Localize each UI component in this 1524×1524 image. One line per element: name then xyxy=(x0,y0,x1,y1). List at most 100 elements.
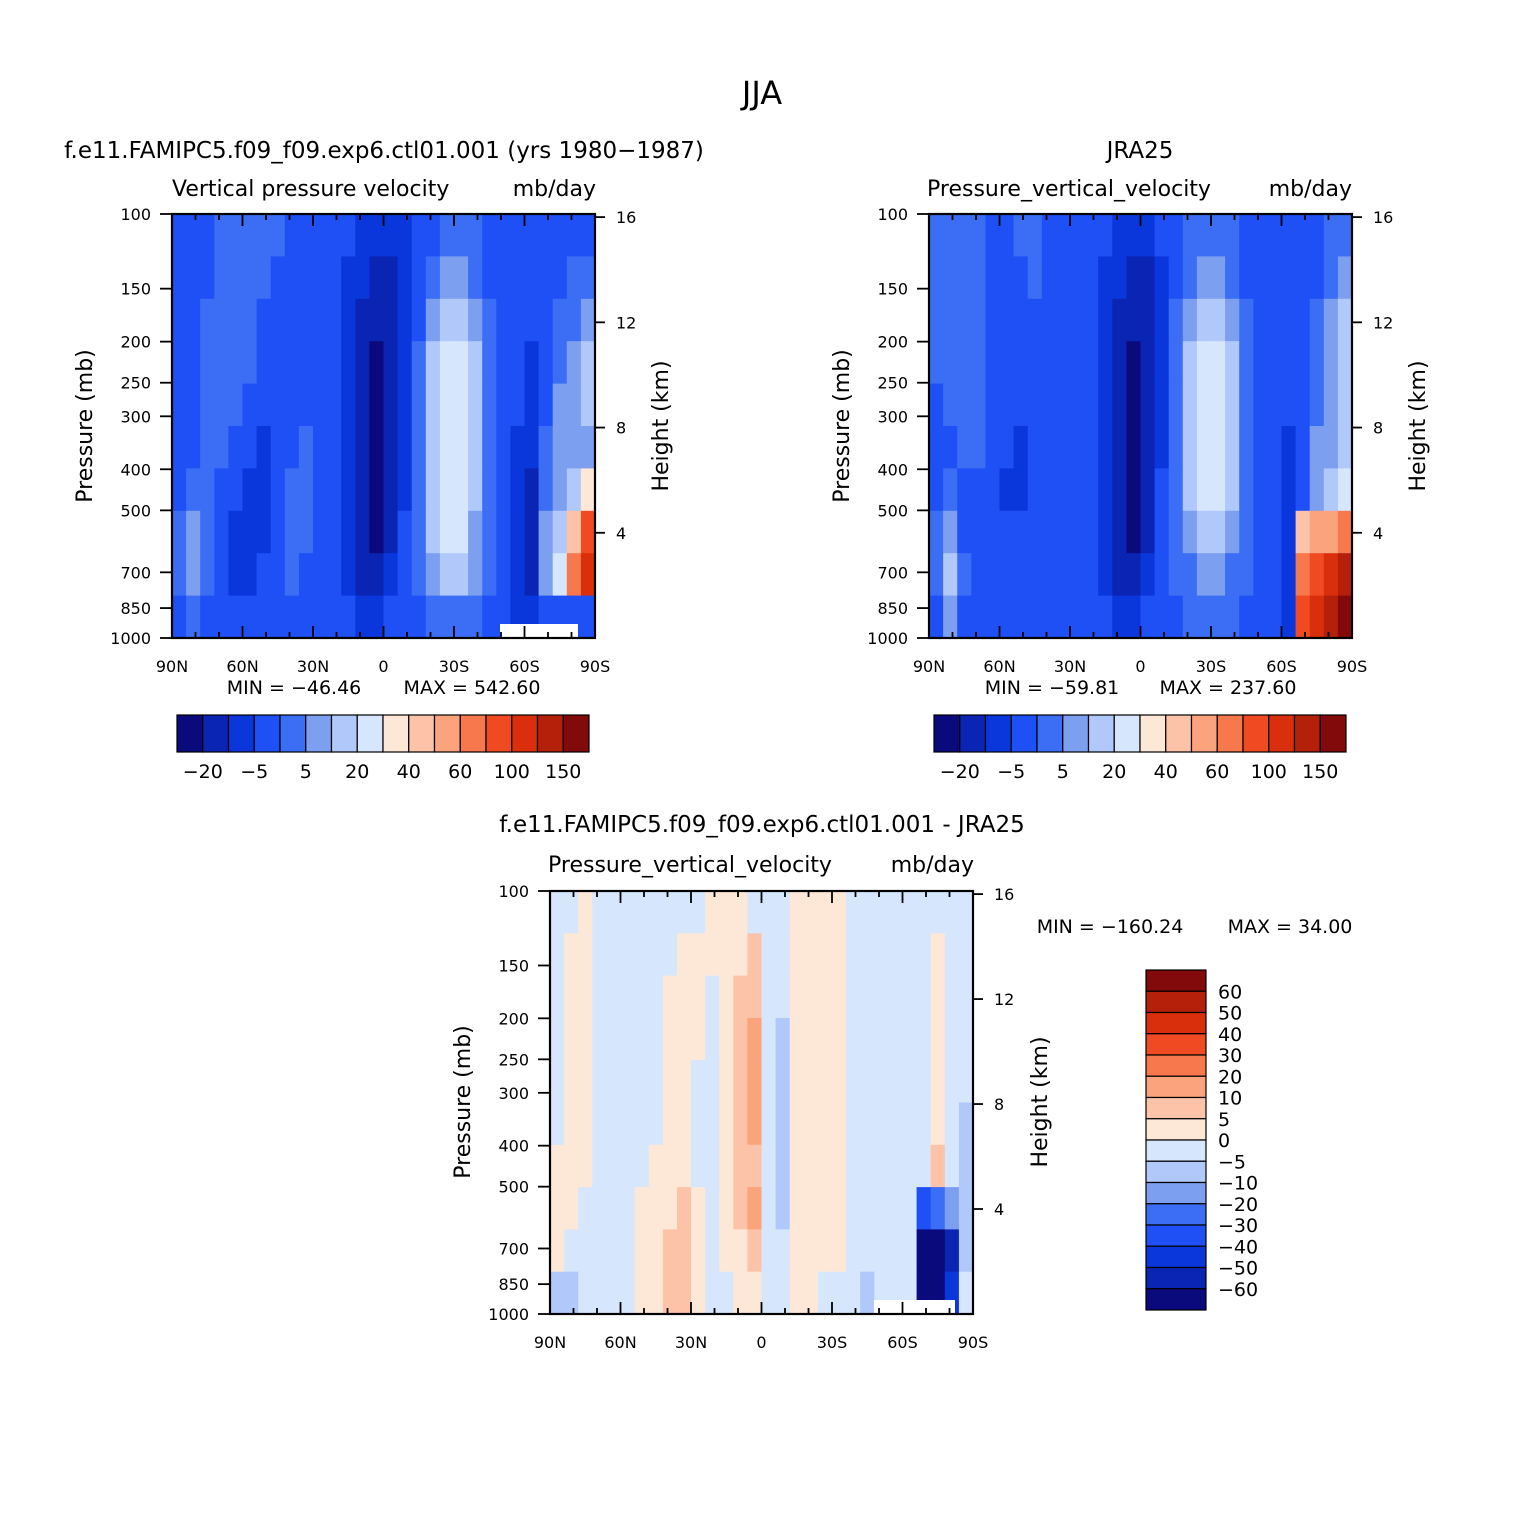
heat-cell xyxy=(355,510,370,554)
heat-cell xyxy=(270,298,286,342)
y-tick-label: 850 xyxy=(498,1275,529,1294)
heat-cell xyxy=(1295,553,1311,597)
heat-cell xyxy=(439,426,455,469)
heat-cell xyxy=(775,975,791,1019)
heat-cell xyxy=(592,891,607,934)
heat-cell xyxy=(1098,595,1113,639)
heat-cell xyxy=(676,975,692,1019)
colorbar-swatch xyxy=(382,714,410,753)
heat-cell xyxy=(957,341,972,385)
y-tick-label: 100 xyxy=(498,882,529,901)
colorbar-label: −20 xyxy=(1218,1194,1258,1216)
heat-cell xyxy=(860,975,875,1019)
heat-cell xyxy=(958,1271,974,1315)
heat-cell xyxy=(1084,298,1099,342)
heat-cell xyxy=(943,383,958,427)
heat-cell xyxy=(803,1060,819,1104)
heat-cell xyxy=(719,975,734,1019)
heat-cell xyxy=(482,468,497,512)
heat-cell xyxy=(1070,553,1085,597)
colorbar-swatch xyxy=(1145,1118,1207,1141)
heat-cell xyxy=(454,510,469,554)
heat-cell xyxy=(566,553,582,597)
heat-cell xyxy=(284,298,300,342)
heat-cell xyxy=(606,1229,622,1273)
heat-cell xyxy=(789,1229,805,1273)
missing-data-region xyxy=(500,624,578,638)
y2-tick-label: 16 xyxy=(1373,208,1393,227)
heat-cell xyxy=(761,975,777,1019)
heat-cell xyxy=(313,298,328,342)
heat-cell xyxy=(482,341,497,385)
heat-cell xyxy=(860,933,875,977)
heat-cell xyxy=(817,1271,833,1315)
heat-cell xyxy=(242,214,258,257)
heat-cell xyxy=(214,468,229,512)
heat-cell xyxy=(1182,341,1198,385)
x-tick-label: 90S xyxy=(958,1333,989,1352)
heat-cell xyxy=(580,553,596,597)
heat-cell xyxy=(200,510,215,554)
heat-cell xyxy=(958,975,974,1019)
heat-cell xyxy=(1225,298,1240,342)
heat-cell xyxy=(1154,256,1170,300)
heat-cell xyxy=(1027,341,1043,385)
heat-cell xyxy=(580,510,596,554)
heat-cell xyxy=(888,975,904,1019)
heat-cell xyxy=(832,1144,847,1188)
heat-cell xyxy=(228,298,244,342)
heat-cell xyxy=(832,1187,847,1230)
heat-cell xyxy=(846,1102,861,1146)
heat-cell xyxy=(874,975,889,1019)
heat-cell xyxy=(662,1229,678,1273)
heat-cell xyxy=(592,1229,607,1273)
heat-cell xyxy=(775,891,791,934)
heat-cell xyxy=(550,1060,565,1104)
heat-cell xyxy=(971,341,986,385)
panel-title: f.e11.FAMIPC5.f09_f09.exp6.ctl01.001 (yr… xyxy=(64,138,704,164)
colorbar-swatch xyxy=(202,714,230,753)
heat-cell xyxy=(564,1017,579,1061)
x-tick-label: 90S xyxy=(1337,657,1368,676)
heat-cell xyxy=(1126,510,1142,554)
heat-cell xyxy=(1126,214,1142,257)
heat-cell xyxy=(1070,214,1085,257)
heat-cell xyxy=(552,256,568,300)
heat-cell xyxy=(1337,298,1353,342)
heat-cell xyxy=(355,214,370,257)
heat-cell xyxy=(691,933,706,977)
heat-cell xyxy=(634,975,650,1019)
heat-cell xyxy=(369,468,385,512)
heat-cell xyxy=(510,214,526,257)
heat-cell xyxy=(1225,595,1240,639)
heat-cell xyxy=(888,891,904,934)
heat-cell xyxy=(719,1187,734,1230)
heat-cell xyxy=(606,1187,622,1230)
heat-cell xyxy=(341,298,356,342)
heat-cell xyxy=(580,298,596,342)
colorbar-label: 150 xyxy=(545,761,581,783)
heat-cell xyxy=(411,553,427,597)
heat-cell xyxy=(957,595,972,639)
heat-cell xyxy=(1013,341,1029,385)
heat-cell xyxy=(510,298,526,342)
heat-cell xyxy=(397,256,413,300)
heat-cell xyxy=(578,1229,593,1273)
heat-cell xyxy=(1239,426,1254,469)
heat-cell xyxy=(439,595,455,639)
heat-cell xyxy=(214,214,229,257)
heat-cell xyxy=(705,975,720,1019)
heat-cell xyxy=(439,383,455,427)
heat-cell xyxy=(817,891,833,934)
heat-cell xyxy=(1337,341,1353,385)
heat-cell xyxy=(930,891,946,934)
heat-cell xyxy=(1084,468,1099,512)
colorbar-label: −40 xyxy=(1218,1236,1258,1258)
heat-cell xyxy=(1182,426,1198,469)
heat-cell xyxy=(186,426,201,469)
heat-cell xyxy=(524,510,540,554)
heat-cell xyxy=(1239,298,1254,342)
heat-cell xyxy=(1055,553,1071,597)
heat-cell xyxy=(341,426,356,469)
heat-cell xyxy=(691,1187,706,1230)
